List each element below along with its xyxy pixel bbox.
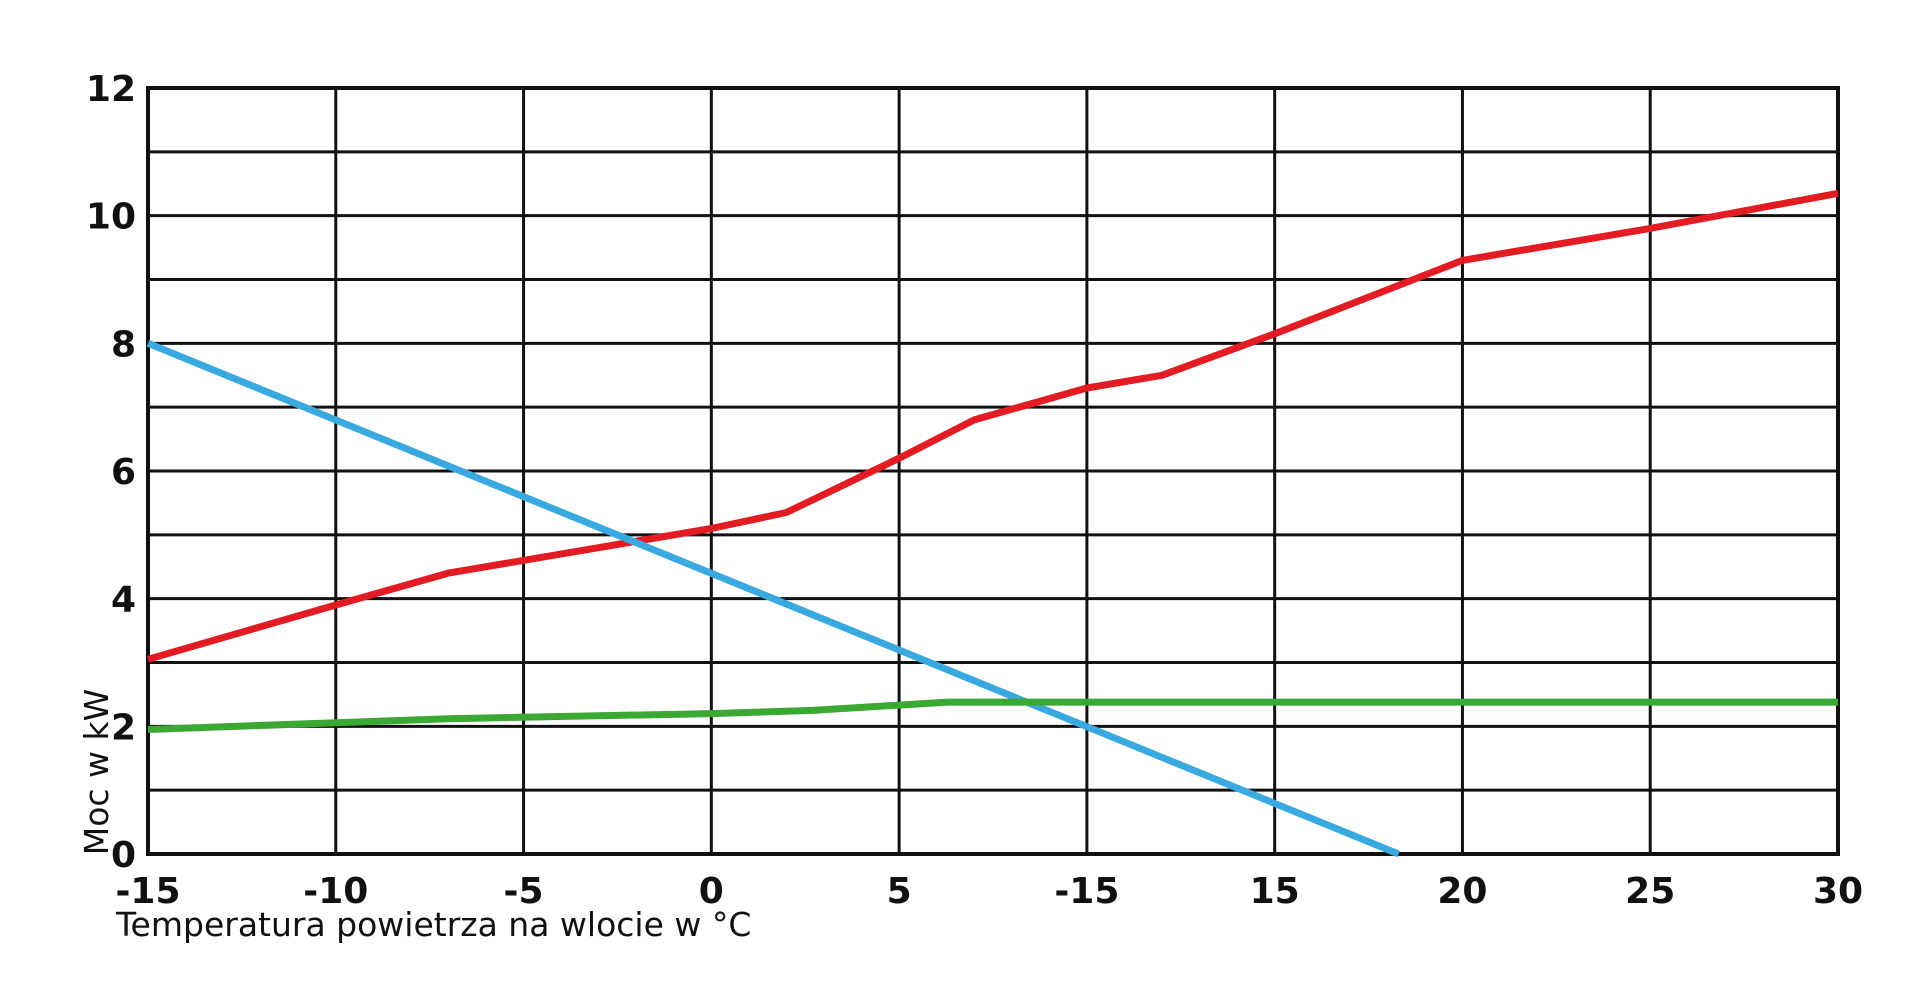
x-tick-label: 20 bbox=[1437, 871, 1487, 912]
series-group bbox=[146, 189, 1839, 858]
series-line-green bbox=[147, 698, 1838, 733]
y-tick-label: 2 bbox=[111, 707, 136, 748]
y-tick-label: 4 bbox=[111, 580, 136, 621]
x-tick-label: 30 bbox=[1813, 871, 1863, 912]
x-tick-label: -15 bbox=[1054, 871, 1119, 912]
y-tick-label: 10 bbox=[86, 197, 136, 238]
x-tick-label: -5 bbox=[504, 871, 544, 912]
x-tick-label: 5 bbox=[887, 871, 912, 912]
x-tick-label: -15 bbox=[115, 871, 180, 912]
x-tick-label: 0 bbox=[699, 871, 724, 912]
x-tick-label: -10 bbox=[303, 871, 368, 912]
x-tick-label: 15 bbox=[1250, 871, 1300, 912]
x-tick-label: 25 bbox=[1625, 871, 1675, 912]
plot-frame bbox=[146, 86, 1840, 856]
y-tick-label: 8 bbox=[111, 324, 136, 365]
tick-labels: -15 -10 -5 0 5 -15 15 20 25 30 0 2 4 6 8 10 12 bbox=[86, 69, 1863, 912]
x-axis-title: Temperatura powietrza na wlocie w °C bbox=[115, 905, 751, 944]
series-line-blue bbox=[146, 340, 1400, 858]
y-tick-label: 0 bbox=[111, 835, 136, 876]
y-tick-label: 12 bbox=[86, 69, 136, 110]
y-tick-label: 6 bbox=[111, 452, 136, 493]
y-axis-title: Moc w kW bbox=[77, 689, 116, 856]
series-line-red bbox=[147, 189, 1839, 663]
grid bbox=[146, 86, 1840, 856]
